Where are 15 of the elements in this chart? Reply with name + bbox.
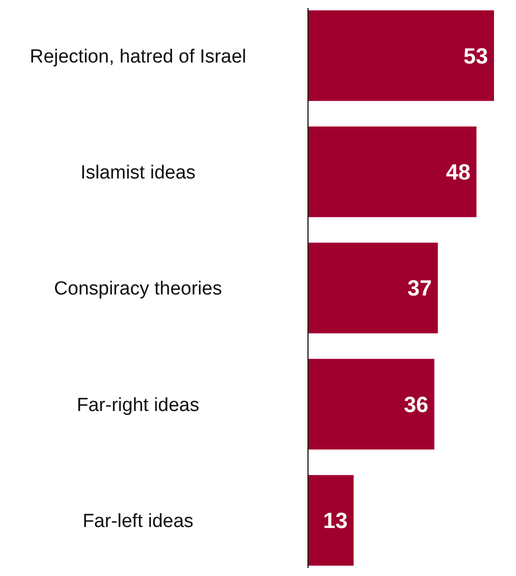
y-tick-label: Conspiracy theories <box>54 278 222 300</box>
bar <box>308 126 476 218</box>
bar <box>308 358 434 450</box>
data-label: 13 <box>323 508 348 534</box>
data-label: 48 <box>446 160 470 185</box>
y-tick-label: Far-right ideas <box>76 394 200 416</box>
y-tick-label: Far-left ideas <box>82 511 194 532</box>
y-tick-label: Islamist ideas <box>80 162 196 184</box>
bar <box>308 242 438 334</box>
bar <box>308 475 354 566</box>
y-tick-label: Rejection, hatred of Israel <box>30 46 246 68</box>
data-label: 53 <box>464 43 488 68</box>
data-label: 37 <box>407 276 432 301</box>
bar <box>308 10 494 101</box>
data-label: 36 <box>404 392 428 417</box>
